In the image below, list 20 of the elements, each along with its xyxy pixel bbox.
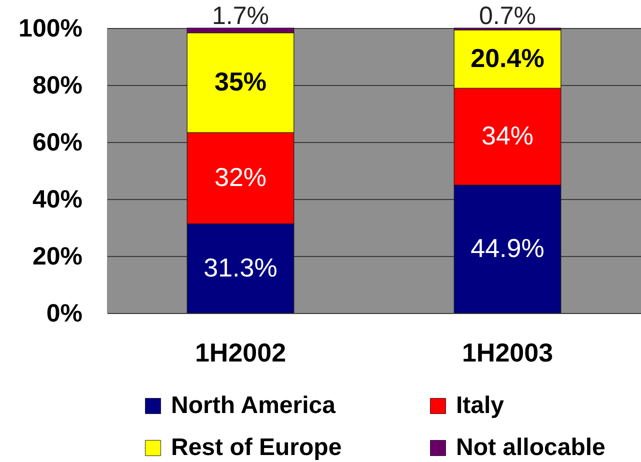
legend-label: North America xyxy=(171,392,336,419)
data-label: 31.3% xyxy=(204,252,278,282)
y-tick-label: 80% xyxy=(32,72,82,100)
y-tick-label: 40% xyxy=(32,186,82,214)
data-label: 32% xyxy=(214,162,267,192)
y-tick-label: 20% xyxy=(32,242,82,270)
legend-label: Not allocable xyxy=(456,434,606,461)
y-tick-label: 60% xyxy=(32,128,82,156)
data-label: 44.9% xyxy=(470,233,544,264)
x-tick-label: 1H2002 xyxy=(194,338,286,368)
legend-label: Italy xyxy=(456,392,505,419)
data-label: 34% xyxy=(481,120,534,151)
data-label: 1.7% xyxy=(212,2,269,30)
data-label: 0.7% xyxy=(479,2,536,30)
y-tick-label: 0% xyxy=(46,300,82,328)
y-tick-label: 100% xyxy=(18,14,82,42)
data-label: 35% xyxy=(214,66,267,97)
data-label: 20.4% xyxy=(470,43,544,74)
legend-label: Rest of Europe xyxy=(171,434,342,461)
x-tick-label: 1H2003 xyxy=(462,338,554,368)
